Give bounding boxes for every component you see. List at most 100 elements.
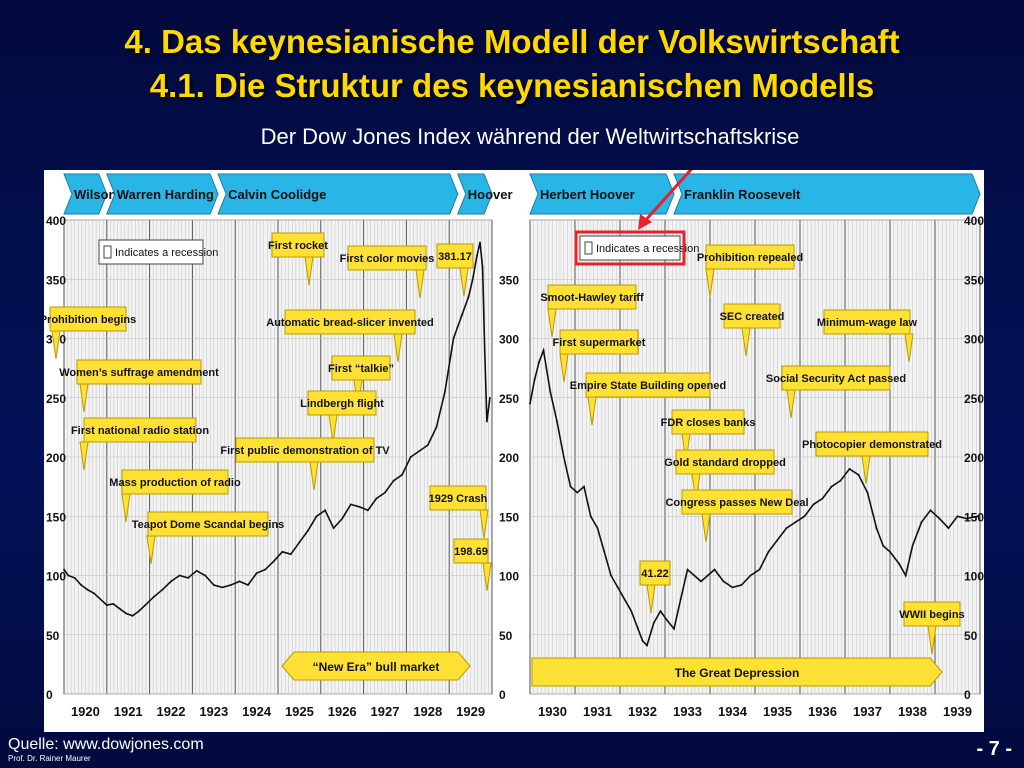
data-point [706,574,709,577]
highlight-box [574,230,686,266]
annotation-box [585,372,711,398]
grid-lines [63,219,493,695]
x-tick-label: 1928 [413,704,442,719]
data-point [401,473,404,476]
data-point [652,622,655,624]
slide-subtitle: Der Dow Jones Index während der Weltwirt… [260,124,800,149]
annotation-box [76,359,202,385]
data-point [73,576,76,579]
y-tick-label: 350 [499,273,519,287]
data-point [731,586,734,589]
data-point [80,584,83,586]
annotation-box [429,485,487,511]
data-point [904,574,907,577]
legend-swatch [584,241,593,255]
data-point [187,576,190,579]
data-point [99,598,102,601]
data-point [646,644,648,647]
data-point [307,529,309,532]
data-point [630,610,633,612]
annotation-label: First “talkie” [328,363,394,375]
annotation-box [271,232,325,258]
legend-label: Indicates a recession [115,247,218,259]
x-tick-label: 1931 [583,704,612,719]
annotation-box [83,417,197,443]
annotation-box [347,245,427,271]
data-point [839,479,842,482]
data-point [821,497,824,500]
y-tick-label: 150 [46,510,66,524]
source-credit: Quelle: www.dowjones.com [8,736,204,753]
annotation-label: Congress passes New Deal [665,497,808,509]
x-axis-band [64,698,492,724]
dow-jones-line [529,347,978,647]
x-tick-label: 1924 [242,704,272,719]
data-point [679,598,682,601]
annotation-label: Women’s suffrage amendment [59,367,219,379]
data-point [616,586,619,589]
president-name-label: Calvin Coolidge [228,187,326,202]
annotation-label: First rocket [268,240,328,252]
annotation-label: First national radio station [71,425,209,437]
annotation-label: 1929 Crash [429,493,488,505]
period-arrow [531,657,943,687]
data-point [264,568,267,571]
y-tick-label: 150 [499,510,519,524]
x-tick-label: 1920 [71,704,100,719]
x-tick-label: 1936 [808,704,837,719]
data-point [483,349,486,352]
x-tick-label: 1923 [199,704,228,719]
data-point [722,580,725,583]
legend-label: Indicates a recession [596,243,699,255]
data-point [63,568,65,571]
annotation-label: 198.69 [454,546,488,558]
data-point [693,574,696,577]
y-tick-label: 300 [964,333,984,347]
annotation-box [823,309,911,335]
red-arrow-head-icon [638,214,652,230]
data-point [93,592,95,595]
data-point [596,527,599,529]
data-point [341,517,344,520]
legend-box [98,239,204,265]
x-tick-label: 1922 [157,704,186,719]
data-point [848,467,851,470]
slide-title-line1: 4. Das keynesianische Modell der Volkswi… [124,23,900,60]
annotation-label: First color movies [340,253,435,265]
data-point [170,580,172,583]
annotation-label: SEC created [720,311,785,323]
data-point [332,527,335,529]
x-axis-band [530,698,980,724]
annotation-label: Social Security Act passed [766,373,906,385]
annotation-label: 381.17 [438,251,472,263]
y-tick-label: 50 [964,629,978,643]
y-tick-label: 50 [46,629,60,643]
period-label: “New Era” bull market [313,660,440,674]
y-tick-label: 350 [964,273,984,287]
data-point [255,572,258,575]
data-point [118,607,121,610]
data-point [549,390,552,393]
data-point [882,544,885,547]
data-point [485,420,488,423]
data-point [409,456,412,458]
data-point [452,337,455,340]
data-point [956,515,959,518]
y-tick-label: 0 [46,688,53,702]
data-point [889,550,891,553]
data-point [298,541,301,544]
data-point [195,569,198,572]
data-point [866,491,869,494]
data-point [749,574,752,577]
y-tick-label: 350 [46,273,66,287]
data-point [666,619,669,622]
chart-1920s: Wilson Warren Harding Calvin Coolidge Hoove… [44,173,519,724]
annotation-label: Teapot Dome Scandal begins [132,519,285,531]
data-point [481,266,484,269]
data-point [576,491,579,494]
x-tick-label: 1930 [538,704,567,719]
president-name-label: Hoover [468,187,513,202]
data-point [375,497,378,500]
president-bar [63,173,108,215]
data-point [471,278,474,281]
